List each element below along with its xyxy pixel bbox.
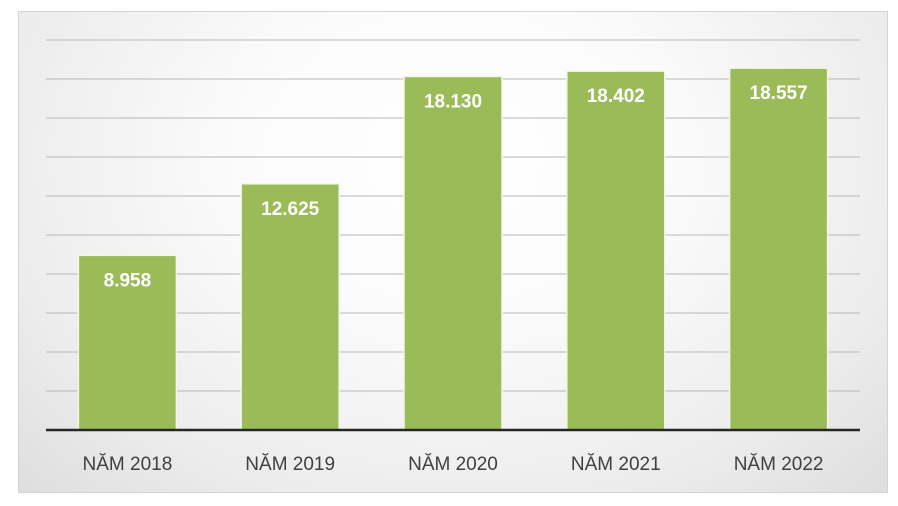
data-label: 12.625 — [261, 199, 320, 220]
x-tick-label: NĂM 2021 — [571, 454, 661, 475]
bar — [240, 183, 340, 431]
x-tick-label: NĂM 2019 — [245, 454, 335, 475]
data-label: 18.402 — [587, 86, 645, 107]
x-axis-tick-labels: NĂM 2018 NĂM 2019 NĂM 2020 NĂM 2021 NĂM 2022 — [83, 454, 824, 475]
data-label: 18.130 — [424, 91, 482, 112]
data-label: 18.557 — [750, 83, 808, 104]
bar — [566, 70, 666, 431]
x-tick-label: NĂM 2022 — [734, 454, 824, 475]
bar — [403, 75, 503, 431]
data-labels: 8.958 12.625 18.130 18.402 18.557 — [104, 83, 808, 291]
data-label: 8.958 — [104, 270, 152, 291]
bar — [77, 254, 178, 431]
x-tick-label: NĂM 2020 — [408, 454, 498, 475]
bars — [77, 67, 829, 431]
x-tick-label: NĂM 2018 — [83, 454, 173, 475]
bar — [728, 67, 829, 431]
